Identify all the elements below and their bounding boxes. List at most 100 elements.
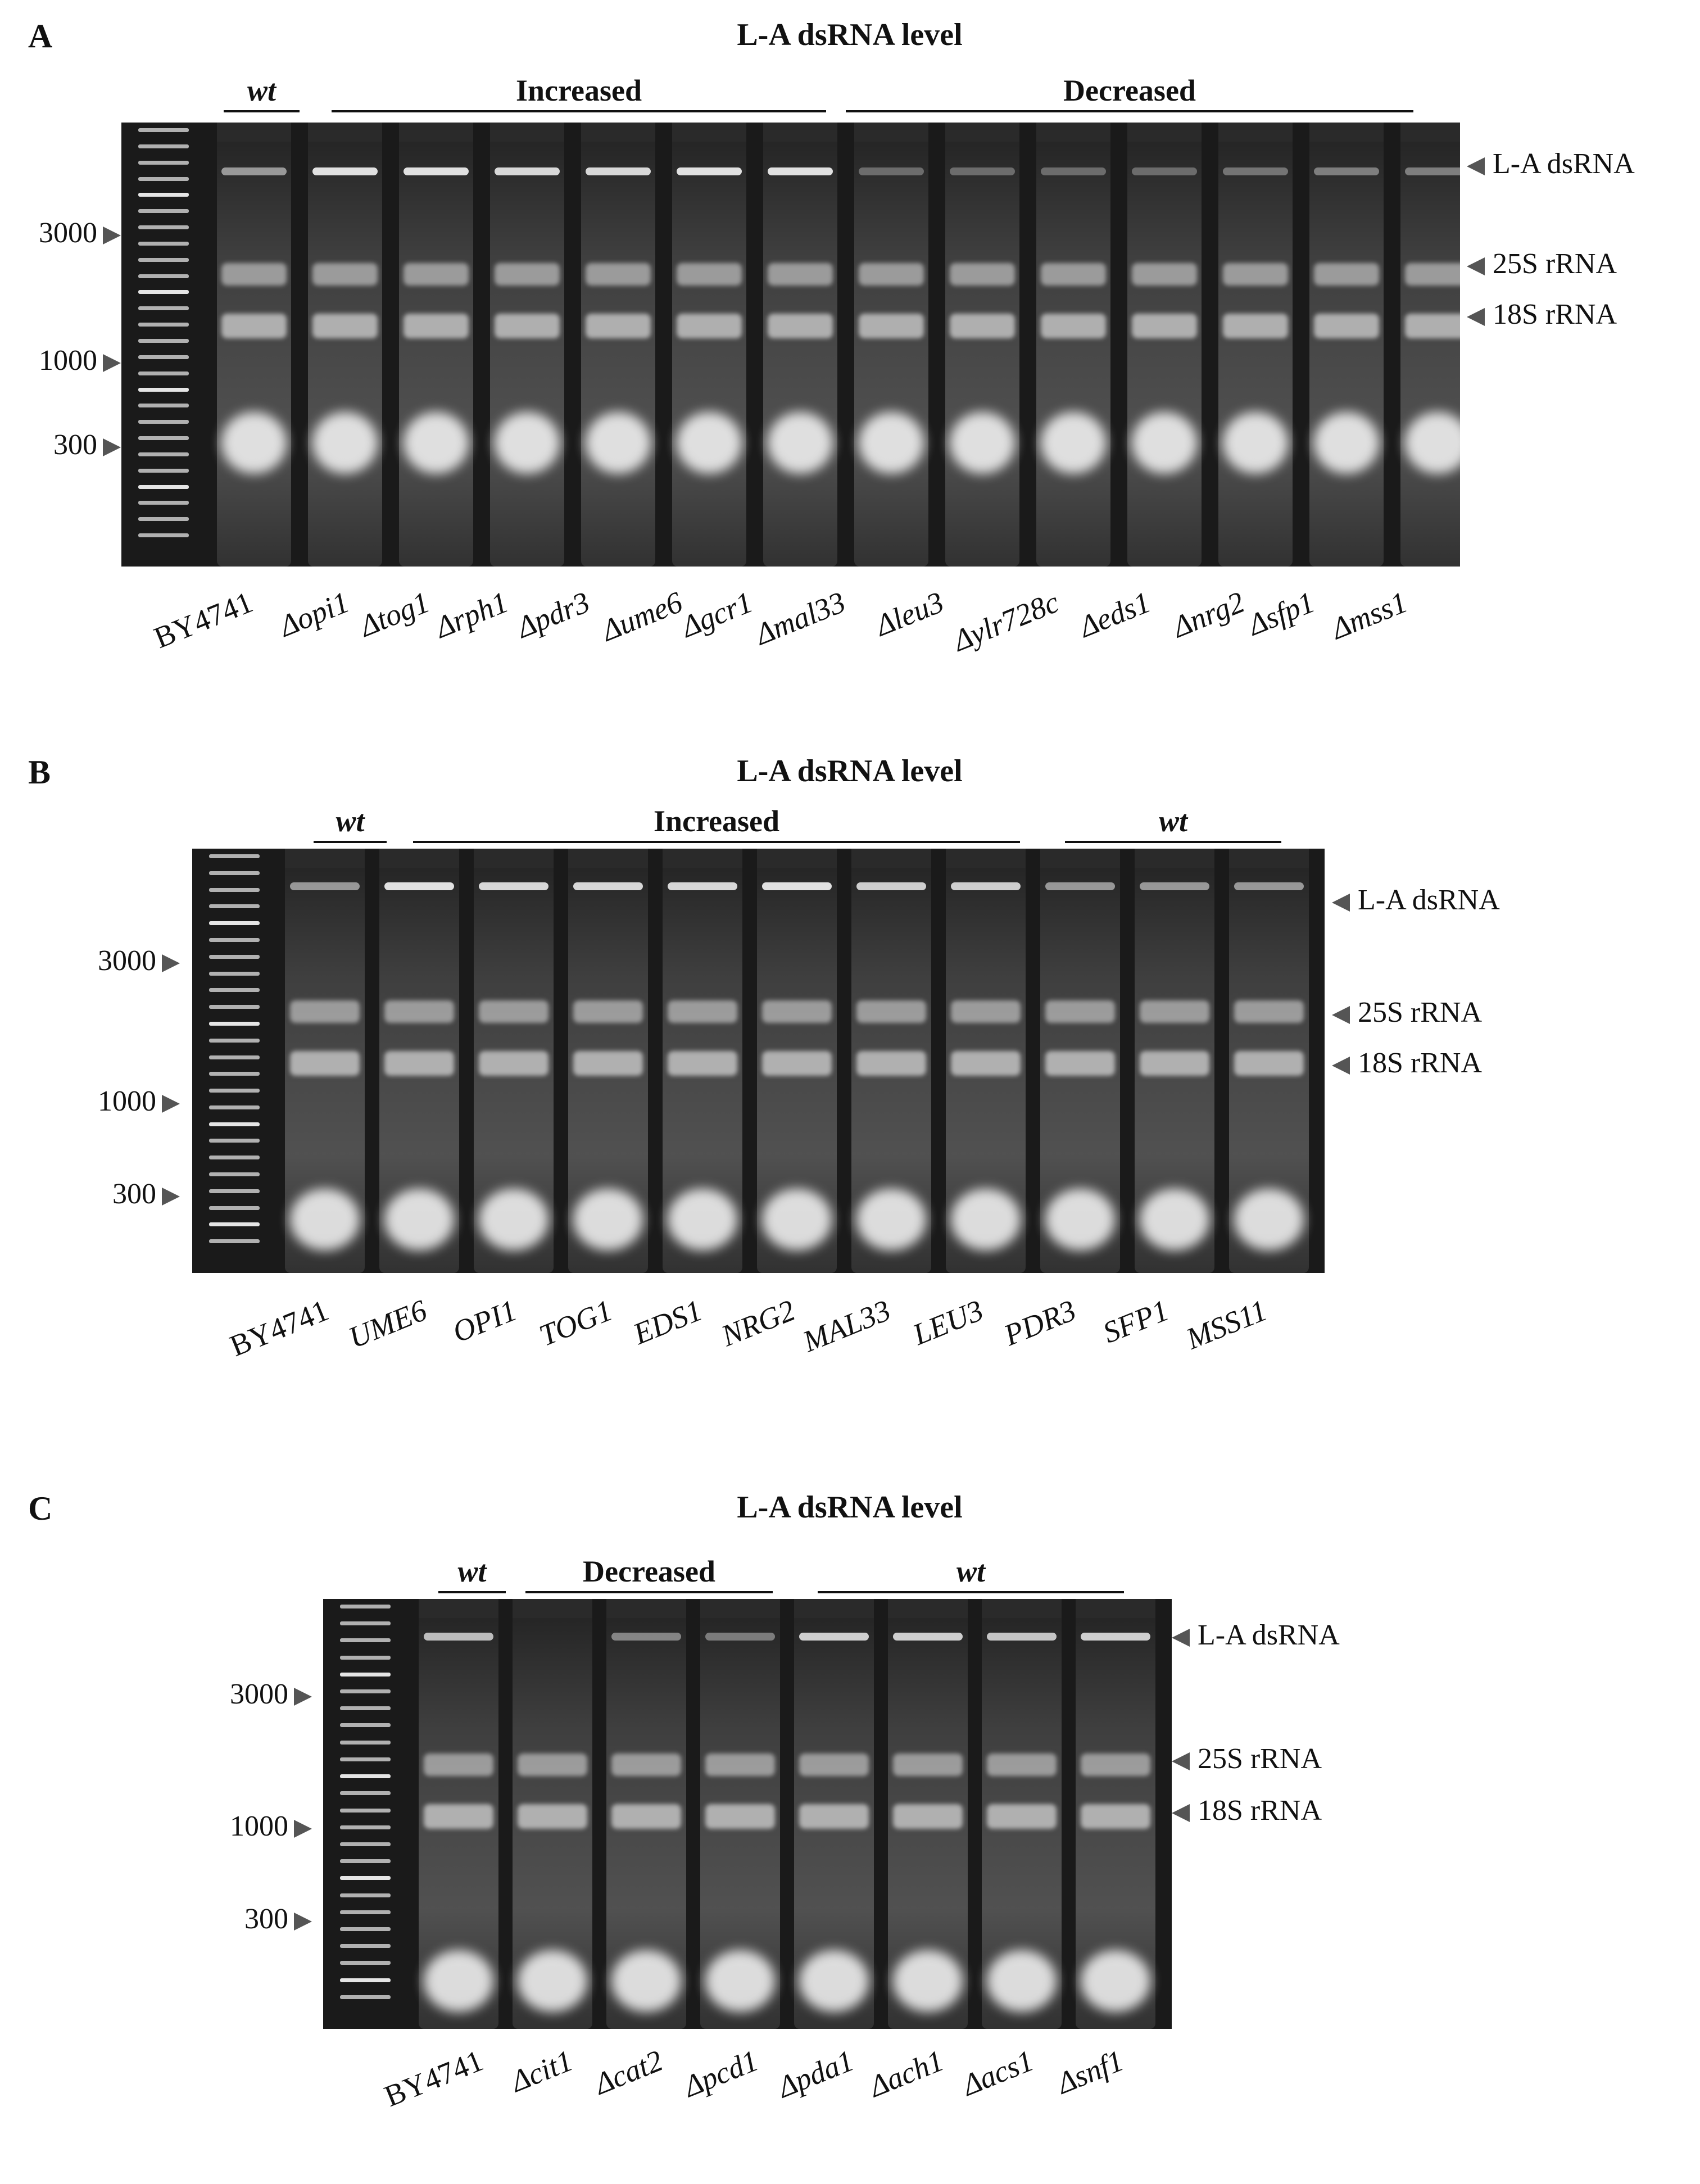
la-dsrna-band [221, 167, 287, 175]
group-wt: wt [224, 73, 300, 112]
25s-rrna-band [611, 1753, 682, 1776]
la-dsrna-band [1131, 167, 1198, 175]
18s-rrna-band [478, 1051, 549, 1076]
ladder-band [209, 954, 260, 959]
lane-label: MAL33 [798, 1293, 895, 1359]
well [399, 123, 473, 142]
sample-lane [513, 1599, 592, 2029]
lane-label: OPI1 [447, 1293, 522, 1349]
ladder-band [340, 1689, 391, 1694]
la-dsrna-band [289, 882, 360, 890]
la-dsrna-band [799, 1633, 869, 1641]
25s-rrna-band [1045, 1000, 1116, 1023]
ladder-band [340, 1723, 391, 1728]
group-wt-2: wt [1065, 804, 1281, 843]
sample-lane [663, 849, 742, 1273]
low-mw-band [1131, 412, 1198, 474]
label-18s-rrna: 18S rRNA [1172, 1794, 1322, 1827]
low-mw-band [423, 1950, 494, 2012]
ladder-band [209, 1021, 260, 1026]
ladder-band [209, 1139, 260, 1143]
well [308, 123, 382, 142]
ladder-band [138, 387, 189, 392]
sample-lane [217, 123, 291, 567]
well [663, 849, 742, 868]
ladder-lane [209, 854, 260, 1267]
18s-rrna-band [1040, 314, 1107, 338]
18s-rrna-band [585, 314, 651, 338]
25s-rrna-band [761, 1000, 832, 1023]
ladder-band [138, 355, 189, 359]
ladder-band [138, 241, 189, 246]
low-mw-band [573, 1189, 643, 1250]
ladder-lane [138, 128, 189, 561]
18s-rrna-band [403, 314, 469, 338]
18s-rrna-band [1131, 314, 1198, 338]
low-mw-band [1080, 1950, 1151, 2012]
label-la-dsrna: L-A dsRNA [1467, 147, 1635, 180]
lane-label: Δcat2 [590, 2043, 668, 2101]
25s-rrna-band [1222, 263, 1289, 286]
la-dsrna-band [478, 882, 549, 890]
18s-rrna-band [986, 1804, 1057, 1829]
group-wt: wt [314, 804, 387, 843]
low-mw-band [1139, 1189, 1210, 1250]
well [757, 849, 837, 868]
sample-lane [1076, 1599, 1155, 2029]
low-mw-band [705, 1950, 776, 2012]
well [581, 123, 655, 142]
ladder-band [209, 988, 260, 993]
low-mw-band [384, 1189, 455, 1250]
lane-label: Δume6 [597, 584, 687, 648]
ladder-band [138, 144, 189, 148]
ladder-band [340, 1910, 391, 1914]
ladder-band [138, 290, 189, 294]
25s-rrna-band [1040, 263, 1107, 286]
sample-lane [308, 123, 382, 567]
18s-rrna-band [761, 1051, 832, 1076]
ladder-band [138, 257, 189, 262]
la-dsrna-band [585, 167, 651, 175]
panel-label: B [28, 754, 51, 791]
ladder-band [340, 1961, 391, 1965]
la-dsrna-band [705, 1633, 776, 1641]
low-mw-band [799, 1950, 869, 2012]
ladder-band [209, 1189, 260, 1193]
la-dsrna-band [1404, 167, 1460, 175]
marker-3000: 3000 [98, 944, 180, 977]
25s-rrna-band [1234, 1000, 1304, 1023]
group-decreased: Decreased [525, 1554, 773, 1593]
low-mw-band [856, 1189, 927, 1250]
well [945, 123, 1019, 142]
marker-300: 300 [112, 1177, 180, 1211]
ladder-band [138, 533, 189, 538]
label-18s-rrna: 18S rRNA [1467, 298, 1617, 331]
25s-rrna-band [892, 1753, 963, 1776]
ladder-band [340, 1740, 391, 1745]
well [672, 123, 746, 142]
ladder-band [138, 420, 189, 424]
well [285, 849, 365, 868]
ladder-band [340, 1655, 391, 1660]
ladder-band [209, 1005, 260, 1009]
low-mw-band [1222, 412, 1289, 474]
sample-lane [794, 1599, 874, 2029]
18s-rrna-band [767, 314, 833, 338]
ladder-band [138, 339, 189, 343]
well [1040, 849, 1120, 868]
well [946, 849, 1026, 868]
ladder-band [209, 1038, 260, 1043]
lane-label: Δeds1 [1075, 584, 1155, 644]
ladder-band [340, 1944, 391, 1949]
ladder-lane [340, 1605, 391, 2023]
well [1127, 123, 1202, 142]
well [419, 1599, 498, 1618]
lane-label: Δmss1 [1326, 584, 1412, 646]
25s-rrna-band [1131, 263, 1198, 286]
lane-label: Δsnf1 [1052, 2043, 1128, 2101]
ladder-band [340, 1605, 391, 1608]
18s-rrna-band [1234, 1051, 1304, 1076]
group-decreased: Decreased [846, 73, 1413, 112]
low-mw-band [221, 412, 287, 474]
18s-rrna-band [517, 1804, 588, 1829]
